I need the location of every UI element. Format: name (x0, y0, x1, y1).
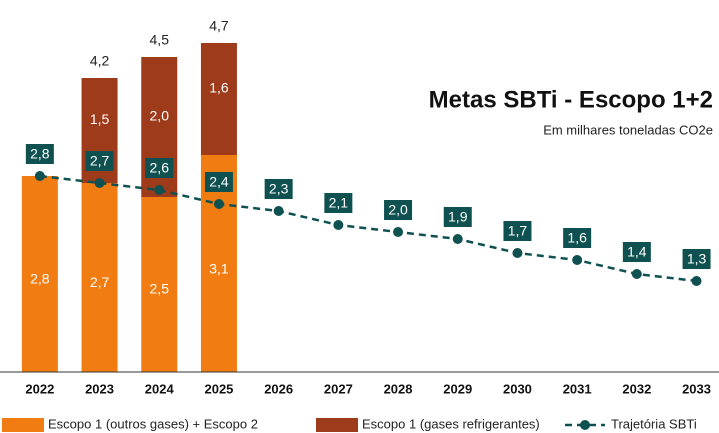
line-point (512, 248, 523, 258)
label-box (85, 151, 114, 171)
line-point (631, 269, 642, 279)
total-label: 4,7 (209, 18, 229, 34)
bar-label: 2,8 (30, 271, 50, 287)
line-label: 1,7 (508, 223, 528, 239)
x-tick-label: 2023 (85, 381, 114, 396)
chart-subtitle: Em milhares toneladas CO2e (543, 122, 713, 137)
line-label: 2,7 (90, 153, 110, 169)
label-box (503, 221, 532, 241)
x-tick-label: 2026 (264, 381, 293, 396)
label-box (563, 228, 592, 248)
x-tick-label: 2022 (25, 381, 54, 396)
line-label: 1,3 (687, 251, 707, 267)
x-tick-label: 2027 (324, 381, 353, 396)
legend-swatch (2, 418, 44, 432)
x-tick-label: 2030 (503, 381, 532, 396)
bar (21, 176, 58, 372)
bar (200, 43, 237, 155)
legend-label: Escopo 1 (outros gases) + Escopo 2 (48, 416, 258, 431)
trend-line (39, 174, 697, 283)
x-tick-label: 2024 (145, 381, 175, 396)
line-label: 2,3 (269, 181, 289, 197)
line-label: 2,8 (30, 146, 50, 162)
x-tick-label: 2033 (682, 381, 711, 396)
label-box (384, 200, 413, 220)
line-label: 1,9 (448, 209, 468, 225)
line-point (34, 171, 45, 181)
line-point (691, 276, 702, 286)
legend-swatch (580, 420, 590, 430)
total-label: 4,2 (90, 53, 110, 69)
line-point (94, 178, 105, 188)
label-box (25, 144, 54, 164)
label-box (443, 207, 472, 227)
x-tick-label: 2025 (204, 381, 233, 396)
line-point (273, 206, 284, 216)
bar-label: 1,6 (209, 80, 229, 96)
line-point (213, 199, 224, 209)
line-label: 2,1 (329, 195, 349, 211)
legend-label: Trajetória SBTi (611, 416, 697, 431)
bar-label: 2,5 (150, 280, 170, 296)
label-box (622, 242, 651, 262)
label-box (324, 193, 353, 213)
label-box (264, 179, 293, 199)
line-label: 2,4 (209, 174, 229, 190)
x-tick-label: 2031 (563, 381, 592, 396)
line-point (452, 234, 463, 244)
bar-label: 2,7 (90, 274, 110, 290)
line-label: 1,4 (627, 244, 647, 260)
label-box (682, 249, 711, 269)
x-tick-label: 2028 (384, 381, 413, 396)
bar-label: 2,0 (150, 108, 170, 124)
legend-label: Escopo 1 (gases refrigerantes) (362, 416, 540, 431)
x-tick-label: 2029 (443, 381, 472, 396)
line-point (333, 220, 344, 230)
legend-swatch (316, 418, 358, 432)
line-label: 2,6 (150, 160, 170, 176)
line-label: 2,0 (388, 202, 408, 218)
line-label: 1,6 (567, 230, 587, 246)
total-label: 4,5 (150, 32, 170, 48)
bar (141, 197, 178, 372)
bar (81, 183, 118, 372)
line-point (154, 185, 165, 195)
label-box (145, 158, 174, 178)
chart-title: Metas SBTi - Escopo 1+2 (429, 86, 713, 113)
bar-label: 1,5 (90, 111, 110, 127)
label-box (204, 172, 233, 192)
x-tick-label: 2032 (622, 381, 651, 396)
line-point (572, 255, 583, 265)
line-point (393, 227, 404, 237)
bar-label: 3,1 (209, 261, 229, 277)
